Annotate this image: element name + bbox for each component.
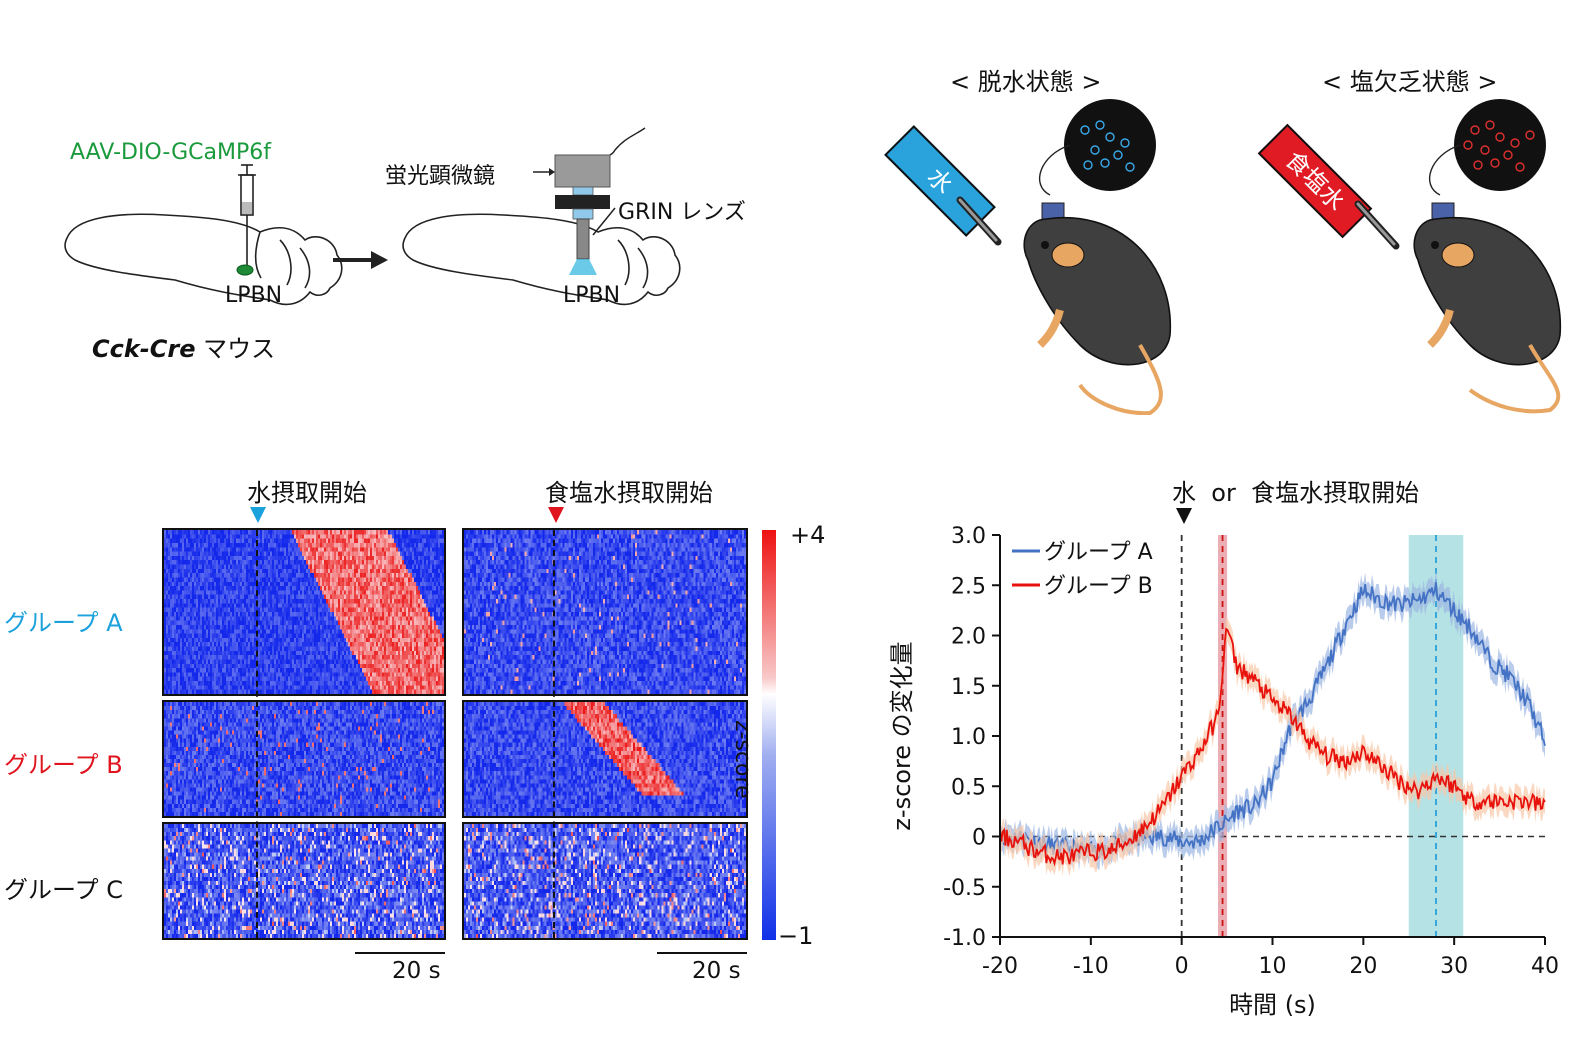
syringe-icon bbox=[238, 164, 256, 270]
legend-label-0: グループ A bbox=[1044, 540, 1153, 565]
y-tick-label-7: 2.5 bbox=[951, 574, 986, 599]
y-axis-label: z-score の変化量 bbox=[888, 641, 916, 830]
mouse-line-italic: Cck-Cre bbox=[92, 335, 196, 363]
y-tick-label-2: 0 bbox=[972, 826, 986, 851]
heatmap-water-group-b bbox=[162, 700, 446, 818]
y-tick-label-0: -1.0 bbox=[943, 926, 986, 951]
y-tick-label-4: 1.0 bbox=[951, 725, 986, 750]
event-marker bbox=[1176, 508, 1192, 524]
right-arrow-icon bbox=[333, 251, 388, 269]
event-label: 水 or 食塩水摂取開始 bbox=[1172, 479, 1420, 507]
surgery-schematic: LPBN LPBN bbox=[64, 127, 681, 308]
imaging-field-saline bbox=[1454, 99, 1546, 191]
x-tick-label-3: 10 bbox=[1259, 954, 1287, 979]
heatmap-saline-group-c bbox=[462, 822, 748, 940]
colorbar-title: z-score bbox=[730, 720, 755, 799]
series-line-0 bbox=[999, 582, 1546, 859]
lpbn-label-right: LPBN bbox=[563, 283, 620, 308]
mouse-icon-salt-depleted bbox=[1413, 99, 1562, 414]
scalebar-left bbox=[355, 952, 445, 954]
active-cells-water bbox=[1080, 120, 1135, 172]
x-axis-label: 時間 (s) bbox=[1229, 991, 1316, 1019]
brain-sagittal-left bbox=[64, 213, 343, 306]
heatmap-water-group-c bbox=[162, 822, 446, 940]
x-tick-label-5: 30 bbox=[1440, 954, 1468, 979]
mouse-line-label: Cck-Cre マウス bbox=[92, 329, 275, 364]
heatmap-saline-group-b bbox=[462, 700, 748, 818]
group-c-label: グループ C bbox=[4, 876, 123, 904]
group-a-label: グループ A bbox=[4, 609, 123, 637]
imaging-field-water bbox=[1064, 99, 1156, 191]
mouse-line-suffix: マウス bbox=[195, 335, 276, 363]
saline-onset-marker bbox=[548, 507, 564, 523]
scalebar-right bbox=[657, 952, 747, 954]
group-b-label: グループ B bbox=[4, 751, 123, 779]
y-tick-label-1: -0.5 bbox=[943, 876, 986, 901]
lpbn-label-left: LPBN bbox=[225, 283, 282, 308]
water-onset-marker bbox=[250, 507, 266, 523]
grin-lens-label: GRIN レンズ bbox=[618, 200, 746, 225]
series-band-0 bbox=[1000, 570, 1545, 871]
scalebar-left-label: 20 s bbox=[392, 958, 441, 984]
legend-label-1: グループ B bbox=[1044, 574, 1153, 599]
virus-label: AAV-DIO-GCaMP6f bbox=[70, 140, 271, 165]
lpbn-injection-site bbox=[236, 264, 254, 276]
saline-onset-line bbox=[553, 530, 555, 938]
scalebar-right-label: 20 s bbox=[692, 958, 741, 984]
x-tick-label-6: 40 bbox=[1531, 954, 1559, 979]
colorbar-max-label: +4 bbox=[790, 521, 826, 549]
heatmap-left-title: 水摂取開始 bbox=[247, 479, 367, 507]
microscope-icon bbox=[554, 127, 646, 275]
water-onset-line bbox=[256, 530, 258, 938]
x-tick-label-2: 0 bbox=[1175, 954, 1189, 979]
y-tick-label-6: 2.0 bbox=[951, 625, 986, 650]
x-tick-label-0: -20 bbox=[982, 954, 1018, 979]
water-spout bbox=[956, 196, 1002, 246]
mouse-icon-dehydrated bbox=[1023, 99, 1172, 415]
salt-depletion-title: < 塩欠乏状態 > bbox=[1322, 68, 1498, 96]
heatmap-right-title: 食塩水摂取開始 bbox=[545, 479, 713, 507]
colorbar bbox=[762, 530, 776, 940]
y-tick-label-5: 1.5 bbox=[951, 675, 986, 700]
active-cells-saline bbox=[1463, 120, 1535, 172]
line-chart: -1.0 -0.5 0 0.5 1.0 1.5 2.0 2.5 3.0 -20 -10 0 10 20 30… bbox=[888, 524, 1559, 1019]
dehydration-title: < 脱水状態 > bbox=[950, 68, 1102, 96]
microscope-label: 蛍光顕微鏡 bbox=[385, 164, 496, 189]
heatmap-saline-group-a bbox=[462, 528, 748, 696]
x-tick-label-1: -10 bbox=[1073, 954, 1109, 979]
y-tick-label-3: 0.5 bbox=[951, 775, 986, 800]
colorbar-min-label: −1 bbox=[778, 922, 814, 950]
y-tick-label-8: 3.0 bbox=[951, 524, 986, 549]
heatmap-water-group-a bbox=[162, 528, 446, 696]
brain-sagittal-right bbox=[402, 213, 681, 306]
x-tick-label-4: 20 bbox=[1349, 954, 1377, 979]
saline-spout bbox=[1354, 200, 1400, 250]
series-line-1 bbox=[999, 627, 1546, 867]
